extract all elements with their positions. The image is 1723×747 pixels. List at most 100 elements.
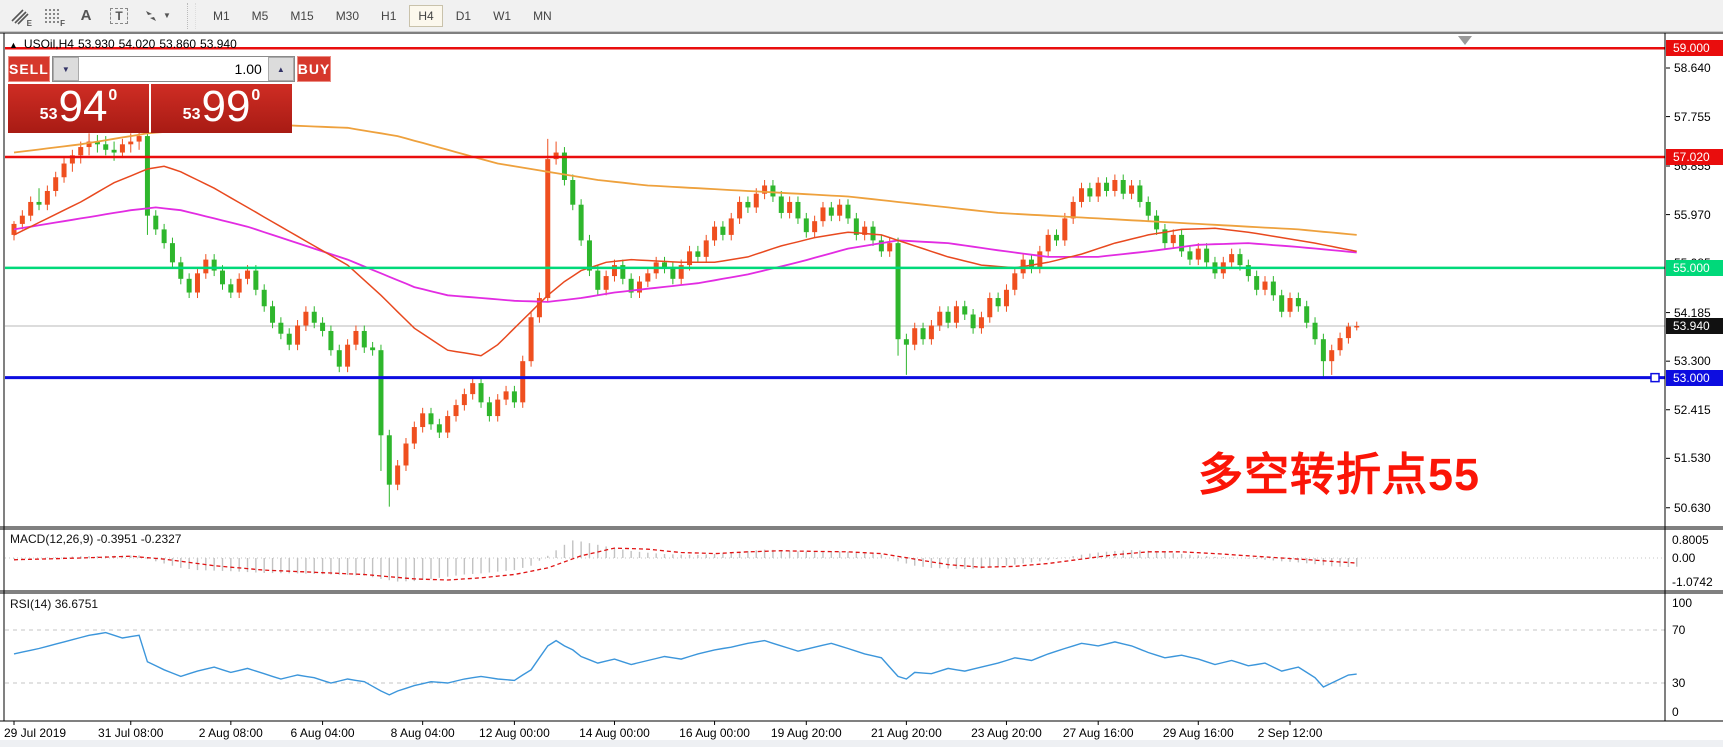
low-value: 53.860 [159,37,197,51]
timeframe-H1[interactable]: H1 [381,8,397,23]
annotation-text[interactable]: 多空转折点55 [1198,449,1481,500]
candle [812,215,818,238]
candle [28,196,34,222]
candle [1337,332,1343,356]
sell-price-display[interactable]: 53 94 0 [8,84,149,133]
volume-decrease-button[interactable]: ▼ [52,57,79,81]
candle [386,429,392,507]
candle [1120,174,1126,200]
candle [94,134,100,153]
macd-main-value: -0.3951 [96,532,138,546]
candle [1112,174,1118,197]
text-tool-icon[interactable]: A [80,7,92,24]
candle [778,190,784,219]
candle [1154,210,1160,235]
timeframe-M15[interactable]: M15 [290,8,314,23]
candle [928,319,934,345]
timeframe-M5[interactable]: M5 [251,8,269,23]
rsi-panel[interactable] [5,629,1665,696]
candle [1170,229,1176,249]
hline-handle[interactable] [1650,372,1660,383]
buy-button[interactable]: BUY [296,56,332,82]
sell-button[interactable]: SELL [8,56,50,82]
text-label-tool-icon[interactable]: T [106,5,132,27]
candle [44,185,50,211]
timeframe-D1[interactable]: D1 [455,8,472,23]
candle [803,212,809,238]
timeframe-W1[interactable]: W1 [493,8,512,23]
candle [336,344,342,373]
candle [1245,259,1251,282]
arrows-dropdown-icon[interactable]: ▼ [163,11,171,20]
candle [737,196,743,224]
candle [678,259,684,285]
arrows-tool-icon[interactable]: ▼ [139,5,175,27]
candle [1028,254,1034,274]
candle [61,158,67,183]
timeframe-M30[interactable]: M30 [335,8,360,23]
collapse-triangle-icon[interactable]: ▲ [9,40,18,50]
candle [1095,177,1101,202]
ma-fast-red [13,165,1357,357]
candle [361,325,367,353]
fibonacci-retracement-icon[interactable]: F [40,5,66,28]
macd-panel[interactable] [5,540,1665,582]
ma-medium-magenta [13,206,1357,303]
volume-box: ▼ ▲ [51,56,295,82]
candle [495,394,501,422]
fibo-letter: F [60,18,65,28]
candle [153,210,159,235]
candle [1070,196,1076,224]
buy-price-display[interactable]: 53 99 0 [151,84,292,133]
candle [1179,229,1185,257]
candle [970,309,976,334]
candle [903,333,909,375]
candle [19,210,25,230]
candle [545,138,551,302]
volume-increase-button[interactable]: ▲ [267,57,294,81]
equidistant-channel-icon[interactable]: E [7,5,33,28]
candle [645,267,651,288]
candle [211,254,217,277]
candle [878,234,884,257]
candle [862,221,868,241]
candle [887,237,893,257]
candle [995,292,1001,312]
candle [1204,243,1210,268]
candle [720,221,726,241]
candle [119,138,125,159]
candle [687,245,693,271]
candle [228,278,234,299]
candle [403,438,409,471]
candle [478,377,484,408]
candle [353,325,359,351]
volume-input[interactable] [78,57,268,81]
candle [953,300,959,329]
timeframe-M1[interactable]: M1 [213,8,230,23]
timeframe-MN[interactable]: MN [533,8,552,23]
main-panel[interactable] [5,124,1665,507]
toolbar: E F A T ▼ M1 M5 M15 M30 H1 H4 D1 W1 MN [0,0,1723,32]
candle [270,300,276,329]
candle [1254,270,1260,296]
candle [528,311,534,367]
candle [1104,177,1110,197]
timeframe-H4[interactable]: H4 [409,4,443,27]
candle [570,174,576,211]
candle [662,256,668,274]
candle [345,339,351,373]
candle [378,344,384,471]
candle [161,223,167,249]
candle [395,459,401,491]
label-letter: T [110,7,128,24]
candle [461,388,467,411]
candle [36,188,42,211]
candle [912,322,918,351]
chart-shift-marker-icon[interactable] [1458,36,1472,45]
candle [1012,267,1018,296]
candle [920,322,926,345]
candle [220,265,225,290]
timeframe-group: M1 M5 M15 M30 H1 H4 D1 W1 MN [202,4,563,27]
candle [278,317,284,340]
